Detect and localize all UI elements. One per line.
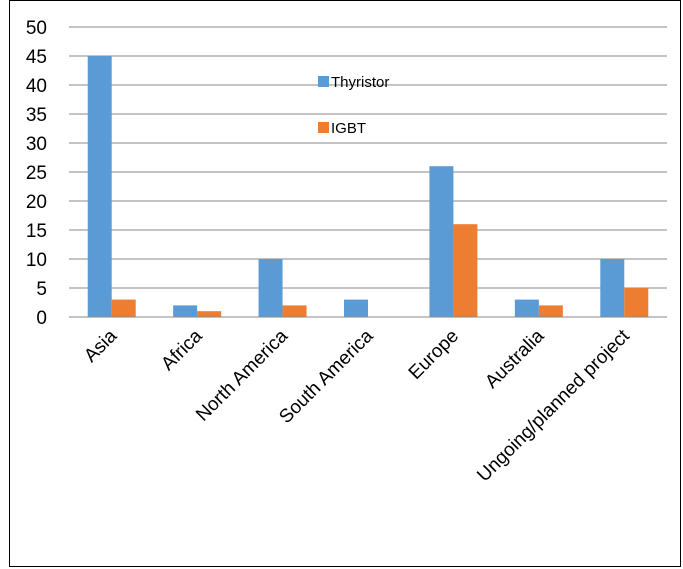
y-tick-label: 50 [26, 18, 47, 39]
x-tick-label: Australia [481, 325, 548, 392]
bar-thyristor-0 [87, 56, 112, 317]
bar-igbt-5 [538, 305, 563, 317]
y-tick-label: 30 [26, 134, 47, 155]
x-tick-label: Ungoing/planned project [473, 325, 634, 486]
bar-thyristor-3 [344, 299, 368, 317]
y-tick-label: 10 [26, 250, 47, 271]
bar-thyristor-4 [429, 166, 454, 317]
chart-frame [9, 0, 681, 567]
y-tick-label: 45 [26, 47, 47, 68]
y-tick-labels: 0 5 10 15 20 25 30 35 40 45 50 [26, 18, 47, 329]
legend-swatch-thyristor [318, 76, 329, 87]
y-tick-label: 35 [26, 105, 47, 126]
bar-thyristor-5 [514, 299, 539, 317]
bar-thyristor-1 [173, 305, 198, 317]
y-tick-label: 20 [26, 192, 47, 213]
gridlines [69, 26, 667, 289]
legend: Thyristor IGBT [318, 74, 389, 137]
legend-label-igbt: IGBT [331, 120, 366, 137]
y-tick-label: 15 [26, 221, 47, 242]
bar-thyristor-2 [258, 259, 283, 317]
legend-swatch-igbt [318, 122, 329, 133]
bar-igbt-4 [453, 224, 478, 317]
y-tick-label: 40 [26, 76, 47, 97]
bars [87, 56, 649, 317]
legend-label-thyristor: Thyristor [331, 74, 389, 91]
bar-igbt-2 [282, 305, 307, 317]
x-tick-label: Asia [80, 325, 121, 366]
y-tick-label: 25 [26, 163, 47, 184]
x-tick-label: Africa [157, 325, 206, 374]
x-tick-label: Europe [405, 326, 463, 384]
bar-igbt-0 [111, 299, 136, 317]
bar-igbt-6 [624, 288, 649, 317]
y-tick-label: 0 [36, 308, 47, 329]
bar-thyristor-6 [600, 259, 625, 317]
bar-igbt-1 [197, 311, 222, 317]
y-tick-label: 5 [36, 279, 47, 300]
